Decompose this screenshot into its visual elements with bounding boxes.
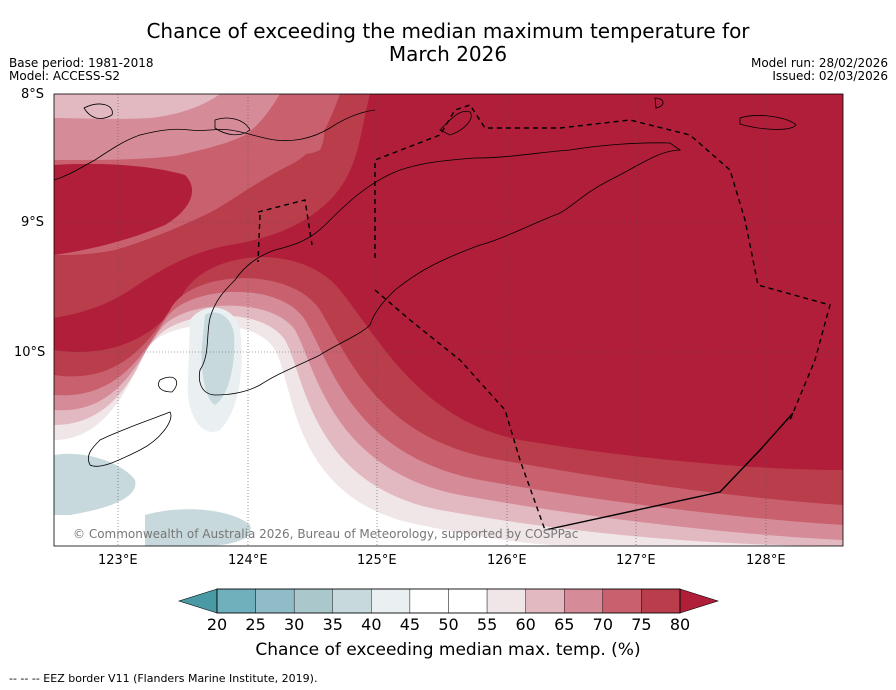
colorbar-cells bbox=[216, 588, 681, 614]
colorbar-tick-label: 30 bbox=[283, 615, 305, 634]
colorbar-cell bbox=[602, 588, 642, 614]
colorbar-tick-label: 65 bbox=[554, 615, 575, 634]
lat-label-9s: 9°S bbox=[21, 215, 45, 230]
lat-label-10s: 10°S bbox=[14, 345, 46, 360]
lon-label-124e: 124°E bbox=[228, 553, 268, 568]
colorbar-low-arrow bbox=[178, 588, 218, 614]
colorbar-cell bbox=[332, 588, 372, 614]
colorbar-cell bbox=[216, 588, 256, 614]
title-line-1: Chance of exceeding the median maximum t… bbox=[146, 19, 750, 43]
colorbar-cell bbox=[448, 588, 488, 614]
colorbar-tick-label: 45 bbox=[399, 615, 421, 634]
colorbar-tick-label: 55 bbox=[476, 615, 498, 634]
colorbar-label: Chance of exceeding median max. temp. (%… bbox=[255, 640, 641, 660]
colorbar-cell bbox=[641, 588, 681, 614]
model-run: Model run: 28/02/2026 bbox=[750, 56, 888, 70]
colorbar-cell bbox=[371, 588, 411, 614]
colorbar-tick-label: 70 bbox=[592, 615, 614, 634]
colorbar-tick-label: 25 bbox=[245, 615, 266, 634]
colorbar-cell bbox=[409, 588, 449, 614]
colorbar-cell bbox=[293, 588, 333, 614]
title-line-2: March 2026 bbox=[388, 42, 508, 66]
colorbar-tick-label: 60 bbox=[515, 615, 536, 634]
meta-left: Base period: 1981-2018 Model: ACCESS-S2 bbox=[9, 57, 154, 83]
colorbar-cell bbox=[564, 588, 604, 614]
eez-border bbox=[257, 104, 831, 531]
lon-label-126e: 126°E bbox=[487, 553, 527, 568]
base-period: Base period: 1981-2018 bbox=[9, 56, 154, 70]
meta-right: Model run: 28/02/2026 Issued: 02/03/2026 bbox=[751, 57, 888, 83]
lon-label-128e: 128°E bbox=[746, 553, 786, 568]
copyright-notice: © Commonwealth of Australia 2026, Bureau… bbox=[73, 527, 579, 541]
lon-label-127e: 127°E bbox=[616, 553, 656, 568]
footer-note: -- -- -- EEZ border V11 (Flanders Marine… bbox=[9, 672, 318, 685]
model-name: Model: ACCESS-S2 bbox=[9, 69, 121, 83]
map-frame bbox=[53, 93, 844, 547]
lon-label-123e: 123°E bbox=[98, 553, 138, 568]
colorbar-tick-label: 20 bbox=[206, 615, 228, 634]
colorbar bbox=[178, 588, 719, 614]
colorbar-high-arrow bbox=[679, 588, 719, 614]
chart-title: Chance of exceeding the median maximum t… bbox=[0, 20, 896, 66]
colorbar-tick-label: 80 bbox=[669, 615, 691, 634]
colorbar-frame bbox=[216, 588, 681, 614]
map-field bbox=[54, 94, 843, 546]
maritime-boundary bbox=[544, 412, 794, 531]
colorbar-cell bbox=[486, 588, 526, 614]
colorbar-tick-label: 75 bbox=[631, 615, 652, 634]
graticule bbox=[54, 94, 843, 546]
colorbar-tick-label: 40 bbox=[361, 615, 382, 634]
lon-label-125e: 125°E bbox=[357, 553, 397, 568]
colorbar-cell bbox=[255, 588, 295, 614]
lat-label-8s: 8°S bbox=[21, 87, 45, 102]
issued-date: Issued: 02/03/2026 bbox=[772, 69, 888, 83]
colorbar-cell bbox=[525, 588, 565, 614]
colorbar-tick-label: 50 bbox=[438, 615, 459, 634]
coastlines bbox=[54, 97, 797, 467]
colorbar-tick-label: 35 bbox=[322, 615, 343, 634]
